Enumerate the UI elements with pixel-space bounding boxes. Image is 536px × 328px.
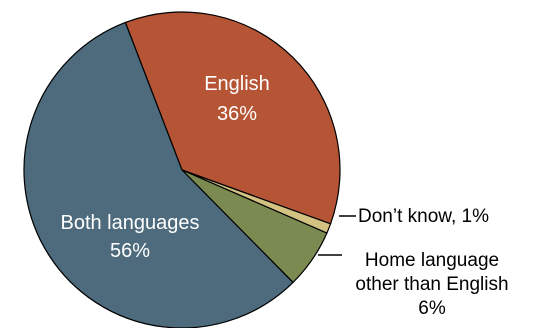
pie-slice-english [124,11,341,225]
slice-label-english: English [204,73,270,95]
slice-label-both-languages: Both languages [60,212,199,234]
pie-slices [23,11,341,328]
slice-label-dont-know: Don’t know, 1% [358,206,489,227]
slice-label-home-language-line2: other than English [355,274,508,295]
slice-label-home-language-line1: Home language [365,250,499,271]
slice-value-home-language: 6% [418,298,446,319]
slice-value-both-languages: 56% [110,240,150,262]
slice-value-english: 36% [217,103,257,125]
pie-slice-both-languages [23,21,294,328]
